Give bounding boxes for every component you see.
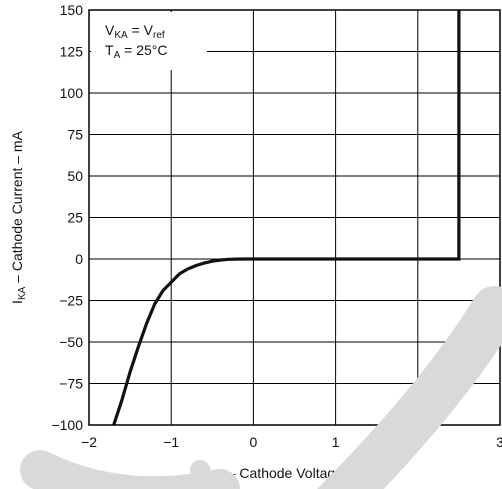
watermark-logo bbox=[20, 286, 502, 489]
y-tick-label: 0 bbox=[75, 251, 83, 267]
x-tick-label: 3 bbox=[496, 434, 502, 450]
annotation-line: TA = 25°C bbox=[105, 42, 167, 61]
x-tick-label: 1 bbox=[332, 434, 340, 450]
cathode-curve bbox=[112, 10, 461, 426]
annotation-line: VKA = Vref bbox=[105, 22, 165, 41]
watermark-dot bbox=[190, 460, 210, 480]
y-tick-label: 100 bbox=[60, 85, 84, 101]
x-tick-label: −1 bbox=[163, 434, 179, 450]
y-tick-label: −75 bbox=[59, 376, 83, 392]
y-tick-label: −100 bbox=[51, 417, 83, 433]
watermark-arc bbox=[317, 286, 502, 489]
x-tick-label: 0 bbox=[250, 434, 258, 450]
annotation-box bbox=[91, 12, 207, 70]
y-tick-label: 50 bbox=[67, 168, 83, 184]
watermark-arc bbox=[20, 450, 240, 489]
y-axis-label: IKA – Cathode Current – mA bbox=[9, 130, 28, 304]
y-tick-label: 150 bbox=[60, 2, 84, 18]
series-line bbox=[112, 10, 461, 426]
plot-frame bbox=[88, 9, 501, 426]
y-tick-label: 25 bbox=[67, 210, 83, 226]
y-tick-label: 125 bbox=[60, 44, 84, 60]
y-tick-label: 75 bbox=[67, 127, 83, 143]
y-tick-label: −50 bbox=[59, 334, 83, 350]
y-tick-label: −25 bbox=[59, 293, 83, 309]
x-tick-label: −2 bbox=[81, 434, 97, 450]
